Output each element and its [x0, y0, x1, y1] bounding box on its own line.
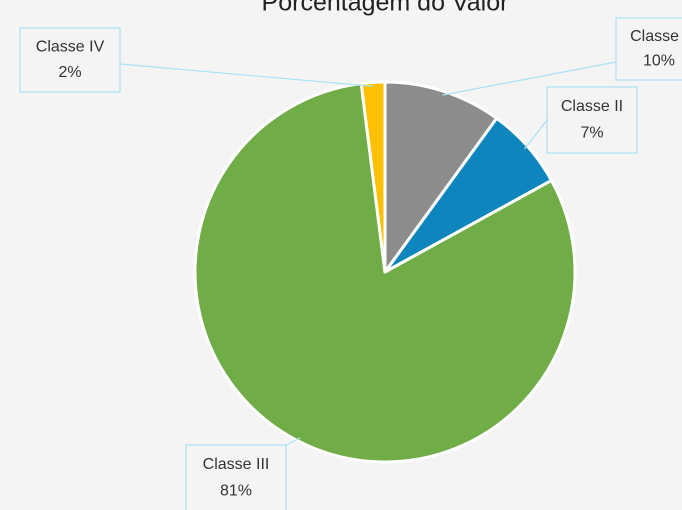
category-label: Classe I — [630, 28, 682, 45]
value-label: 10% — [643, 53, 675, 70]
label-box — [19, 27, 121, 93]
leader-line — [442, 61, 617, 96]
category-label: Classe II — [561, 98, 623, 115]
pie-slice — [383, 80, 499, 274]
label-box — [546, 86, 638, 154]
leader-line — [285, 437, 301, 446]
value-label: 2% — [58, 64, 81, 81]
label-box — [615, 17, 682, 81]
chart-title: Porcentagem do Valor — [262, 0, 509, 17]
leader-line — [119, 63, 374, 87]
leader-line — [524, 119, 548, 150]
category-label: Classe III — [203, 456, 270, 473]
value-label: 7% — [580, 124, 603, 141]
pie-slice — [359, 80, 387, 274]
value-label: 81% — [220, 482, 252, 499]
category-label: Classe IV — [36, 38, 105, 55]
label-box — [185, 444, 287, 510]
